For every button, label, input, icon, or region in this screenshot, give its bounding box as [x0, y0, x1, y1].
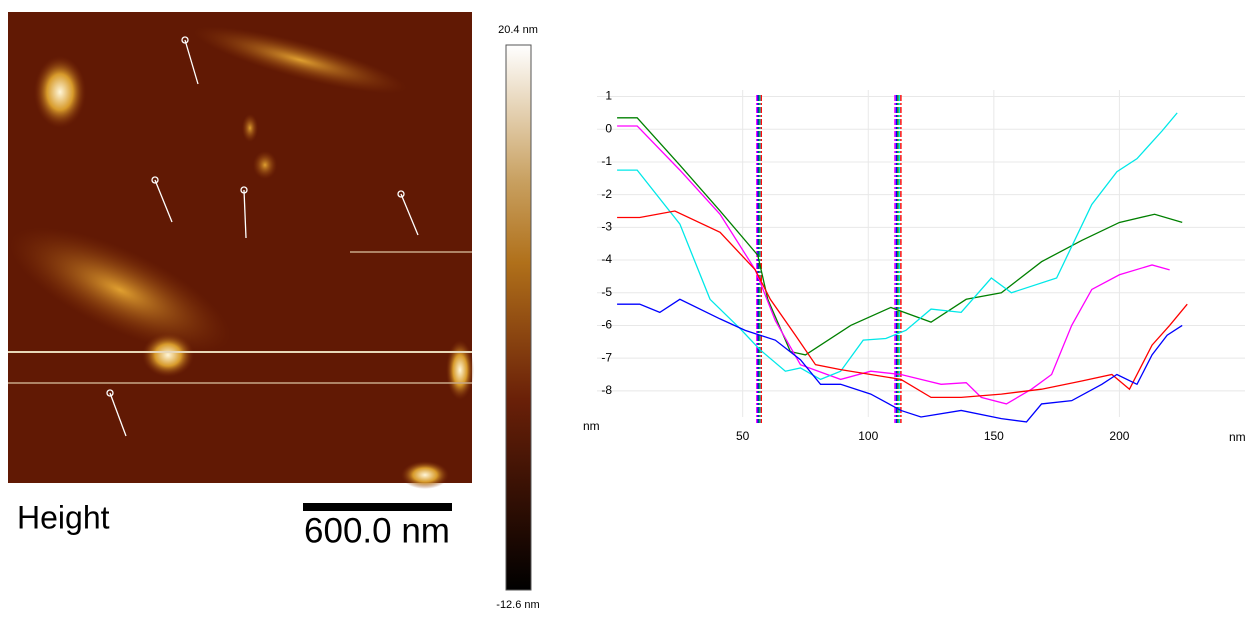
- profile-line: [617, 210, 1188, 399]
- y-tick-label: -7: [601, 350, 612, 364]
- x-tick-label: 150: [984, 429, 1004, 443]
- y-tick-label: -2: [601, 187, 612, 201]
- y-tick-label: 1: [605, 89, 612, 103]
- scale-bar-label: 600.0 nm: [304, 511, 450, 550]
- y-tick-label: -1: [601, 154, 612, 168]
- y-axis-label: nm: [583, 419, 600, 433]
- x-tick-label: 200: [1109, 429, 1129, 443]
- y-tick-label: -3: [601, 220, 612, 234]
- colorbar-max: 20.4 nm: [498, 24, 538, 36]
- y-tick-label: -5: [601, 285, 612, 299]
- y-tick-label: -6: [601, 318, 612, 332]
- colorbar-min: -12.6 nm: [496, 599, 539, 611]
- colorbar: [505, 44, 532, 591]
- scale-bar: [303, 503, 452, 511]
- x-tick-label: 50: [736, 429, 750, 443]
- image-label: Height: [17, 499, 110, 535]
- height-image: [8, 12, 474, 489]
- profile-line: [617, 298, 1183, 423]
- profile-line: [617, 112, 1178, 381]
- profile-line: [617, 117, 1183, 356]
- y-tick-label: -4: [601, 252, 612, 266]
- x-tick-label: 100: [858, 429, 878, 443]
- x-axis-label: nm: [1229, 430, 1246, 444]
- y-tick-label: 0: [605, 121, 612, 135]
- profile-chart: nm nm 1 0 -1 -2 -3 -4 -5 -6 -7 -8 50 100 150 200: [583, 89, 1246, 444]
- y-tick-label: -8: [601, 383, 612, 397]
- profile-line: [617, 125, 1170, 405]
